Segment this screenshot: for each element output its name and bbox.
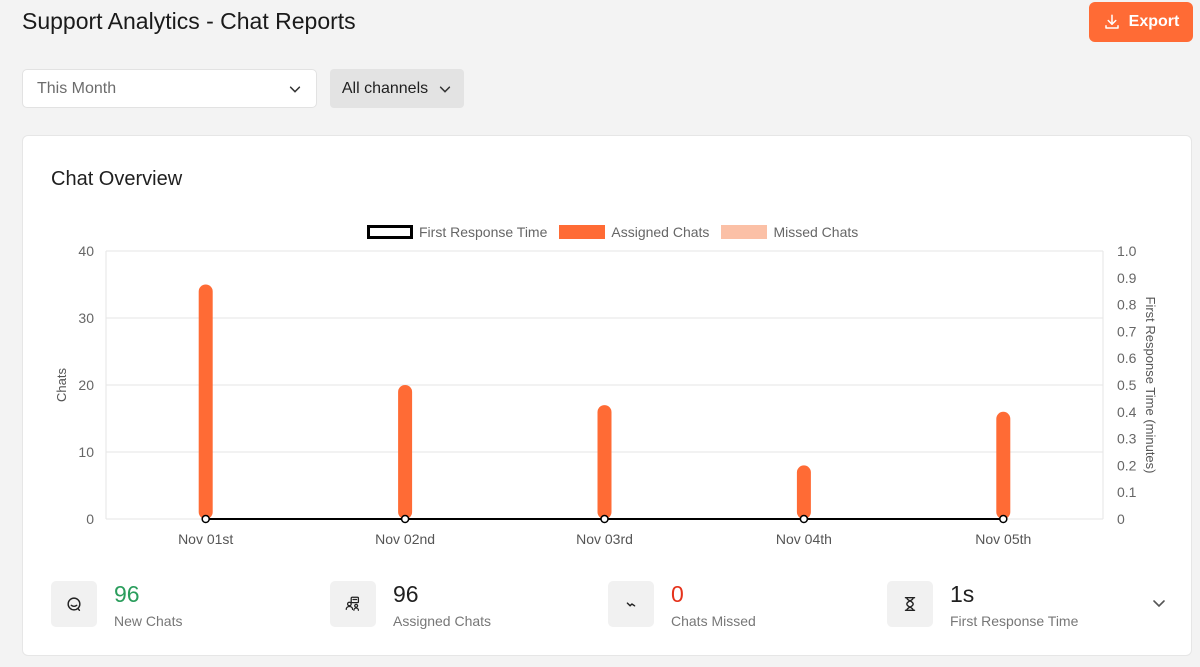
x-tick-label: Nov 01st [178, 531, 233, 547]
chart-legend: First Response Time Assigned Chats Misse… [367, 224, 858, 240]
y-tick-label: 40 [78, 243, 94, 259]
y-tick-label: 20 [78, 377, 94, 393]
download-icon [1104, 14, 1119, 29]
legend-item-assigned[interactable]: Assigned Chats [559, 224, 709, 240]
stat-label: First Response Time [950, 613, 1079, 629]
first-response-time-point [799, 514, 809, 524]
date-range-value: This Month [37, 79, 117, 97]
y2-tick-label: 0 [1117, 511, 1125, 527]
date-range-select[interactable]: This Month [22, 69, 317, 108]
chat-overview-card: Chat Overview First Response Time Assign… [22, 135, 1192, 656]
channel-value: All channels [341, 79, 429, 97]
stat-value: 96 [393, 581, 419, 607]
page-title: Support Analytics - Chat Reports [22, 8, 356, 34]
chat-overview-chart: 0 10 20 30 40 0 0.1 0.2 0.3 0.4 0.5 0.6 0.7 0.8 0.9 1.0… [54, 243, 1158, 547]
first-response-time-point [600, 514, 609, 524]
expand-chevron-icon[interactable] [1151, 595, 1167, 611]
stat-icon-box [51, 581, 97, 627]
y2-tick-label: 0.2 [1117, 457, 1137, 473]
chat-bubble-icon [67, 597, 81, 612]
x-tick-label: Nov 05th [975, 531, 1031, 547]
x-tick-label: Nov 04th [776, 531, 832, 547]
x-tick-label: Nov 02nd [375, 531, 435, 547]
stat-value: 96 [114, 581, 140, 607]
missed-chat-icon [626, 602, 636, 607]
y2-tick-label: 0.9 [1117, 270, 1137, 286]
y2-tick-label: 0.7 [1117, 323, 1137, 339]
y-tick-label: 30 [78, 310, 94, 326]
chevron-down-icon [289, 85, 301, 93]
stat-value: 0 [671, 581, 684, 607]
y2-tick-label: 0.1 [1117, 484, 1137, 500]
stat-label: Chats Missed [671, 613, 756, 629]
assigned-chats-bar [597, 405, 612, 519]
assigned-chats-bar [796, 465, 811, 519]
stat-icon-box [330, 581, 376, 627]
chevron-down-icon [439, 85, 451, 93]
y2-tick-label: 0.3 [1117, 431, 1137, 447]
assigned-agents-icon [345, 596, 360, 611]
export-button[interactable]: Export [1089, 2, 1193, 42]
export-label: Export [1128, 13, 1180, 30]
legend-item-first-response[interactable]: First Response Time [367, 224, 547, 240]
stat-label: New Chats [114, 613, 183, 629]
y2-tick-label: 1.0 [1117, 243, 1137, 259]
first-response-time-point [999, 514, 1008, 524]
stat-label: Assigned Chats [393, 613, 492, 629]
legend-label: Missed Chats [773, 224, 859, 240]
y-tick-label: 0 [86, 511, 94, 527]
y-tick-label: 10 [78, 444, 94, 460]
y2-axis-title: First Response Time (minutes) [1143, 297, 1158, 474]
legend-label: Assigned Chats [611, 224, 710, 240]
assigned-chats-bar [996, 411, 1011, 519]
first-response-time-point [400, 514, 410, 524]
stat-value: 1s [950, 581, 975, 607]
stat-icon-box [608, 581, 654, 627]
y2-tick-label: 0.6 [1117, 350, 1137, 366]
y-axis-title: Chats [54, 368, 69, 402]
legend-swatch [367, 225, 413, 239]
x-tick-label: Nov 03rd [576, 531, 633, 547]
y2-tick-label: 0.8 [1117, 297, 1137, 313]
assigned-chats-bar [198, 284, 213, 519]
y2-tick-label: 0.4 [1117, 404, 1137, 420]
assigned-chats-bar [398, 385, 413, 519]
first-response-time-point [201, 514, 210, 524]
legend-item-missed[interactable]: Missed Chats [721, 224, 858, 240]
channel-select[interactable]: All channels [330, 69, 464, 108]
y2-tick-label: 0.5 [1117, 377, 1137, 393]
legend-label: First Response Time [419, 224, 548, 240]
legend-swatch [721, 225, 768, 239]
stat-icon-box [887, 581, 933, 627]
stats-row: 96 New Chats 96 Assigned Chats [51, 579, 1171, 643]
card-title: Chat Overview [51, 168, 183, 190]
hourglass-icon [904, 596, 916, 612]
legend-swatch [559, 225, 606, 239]
